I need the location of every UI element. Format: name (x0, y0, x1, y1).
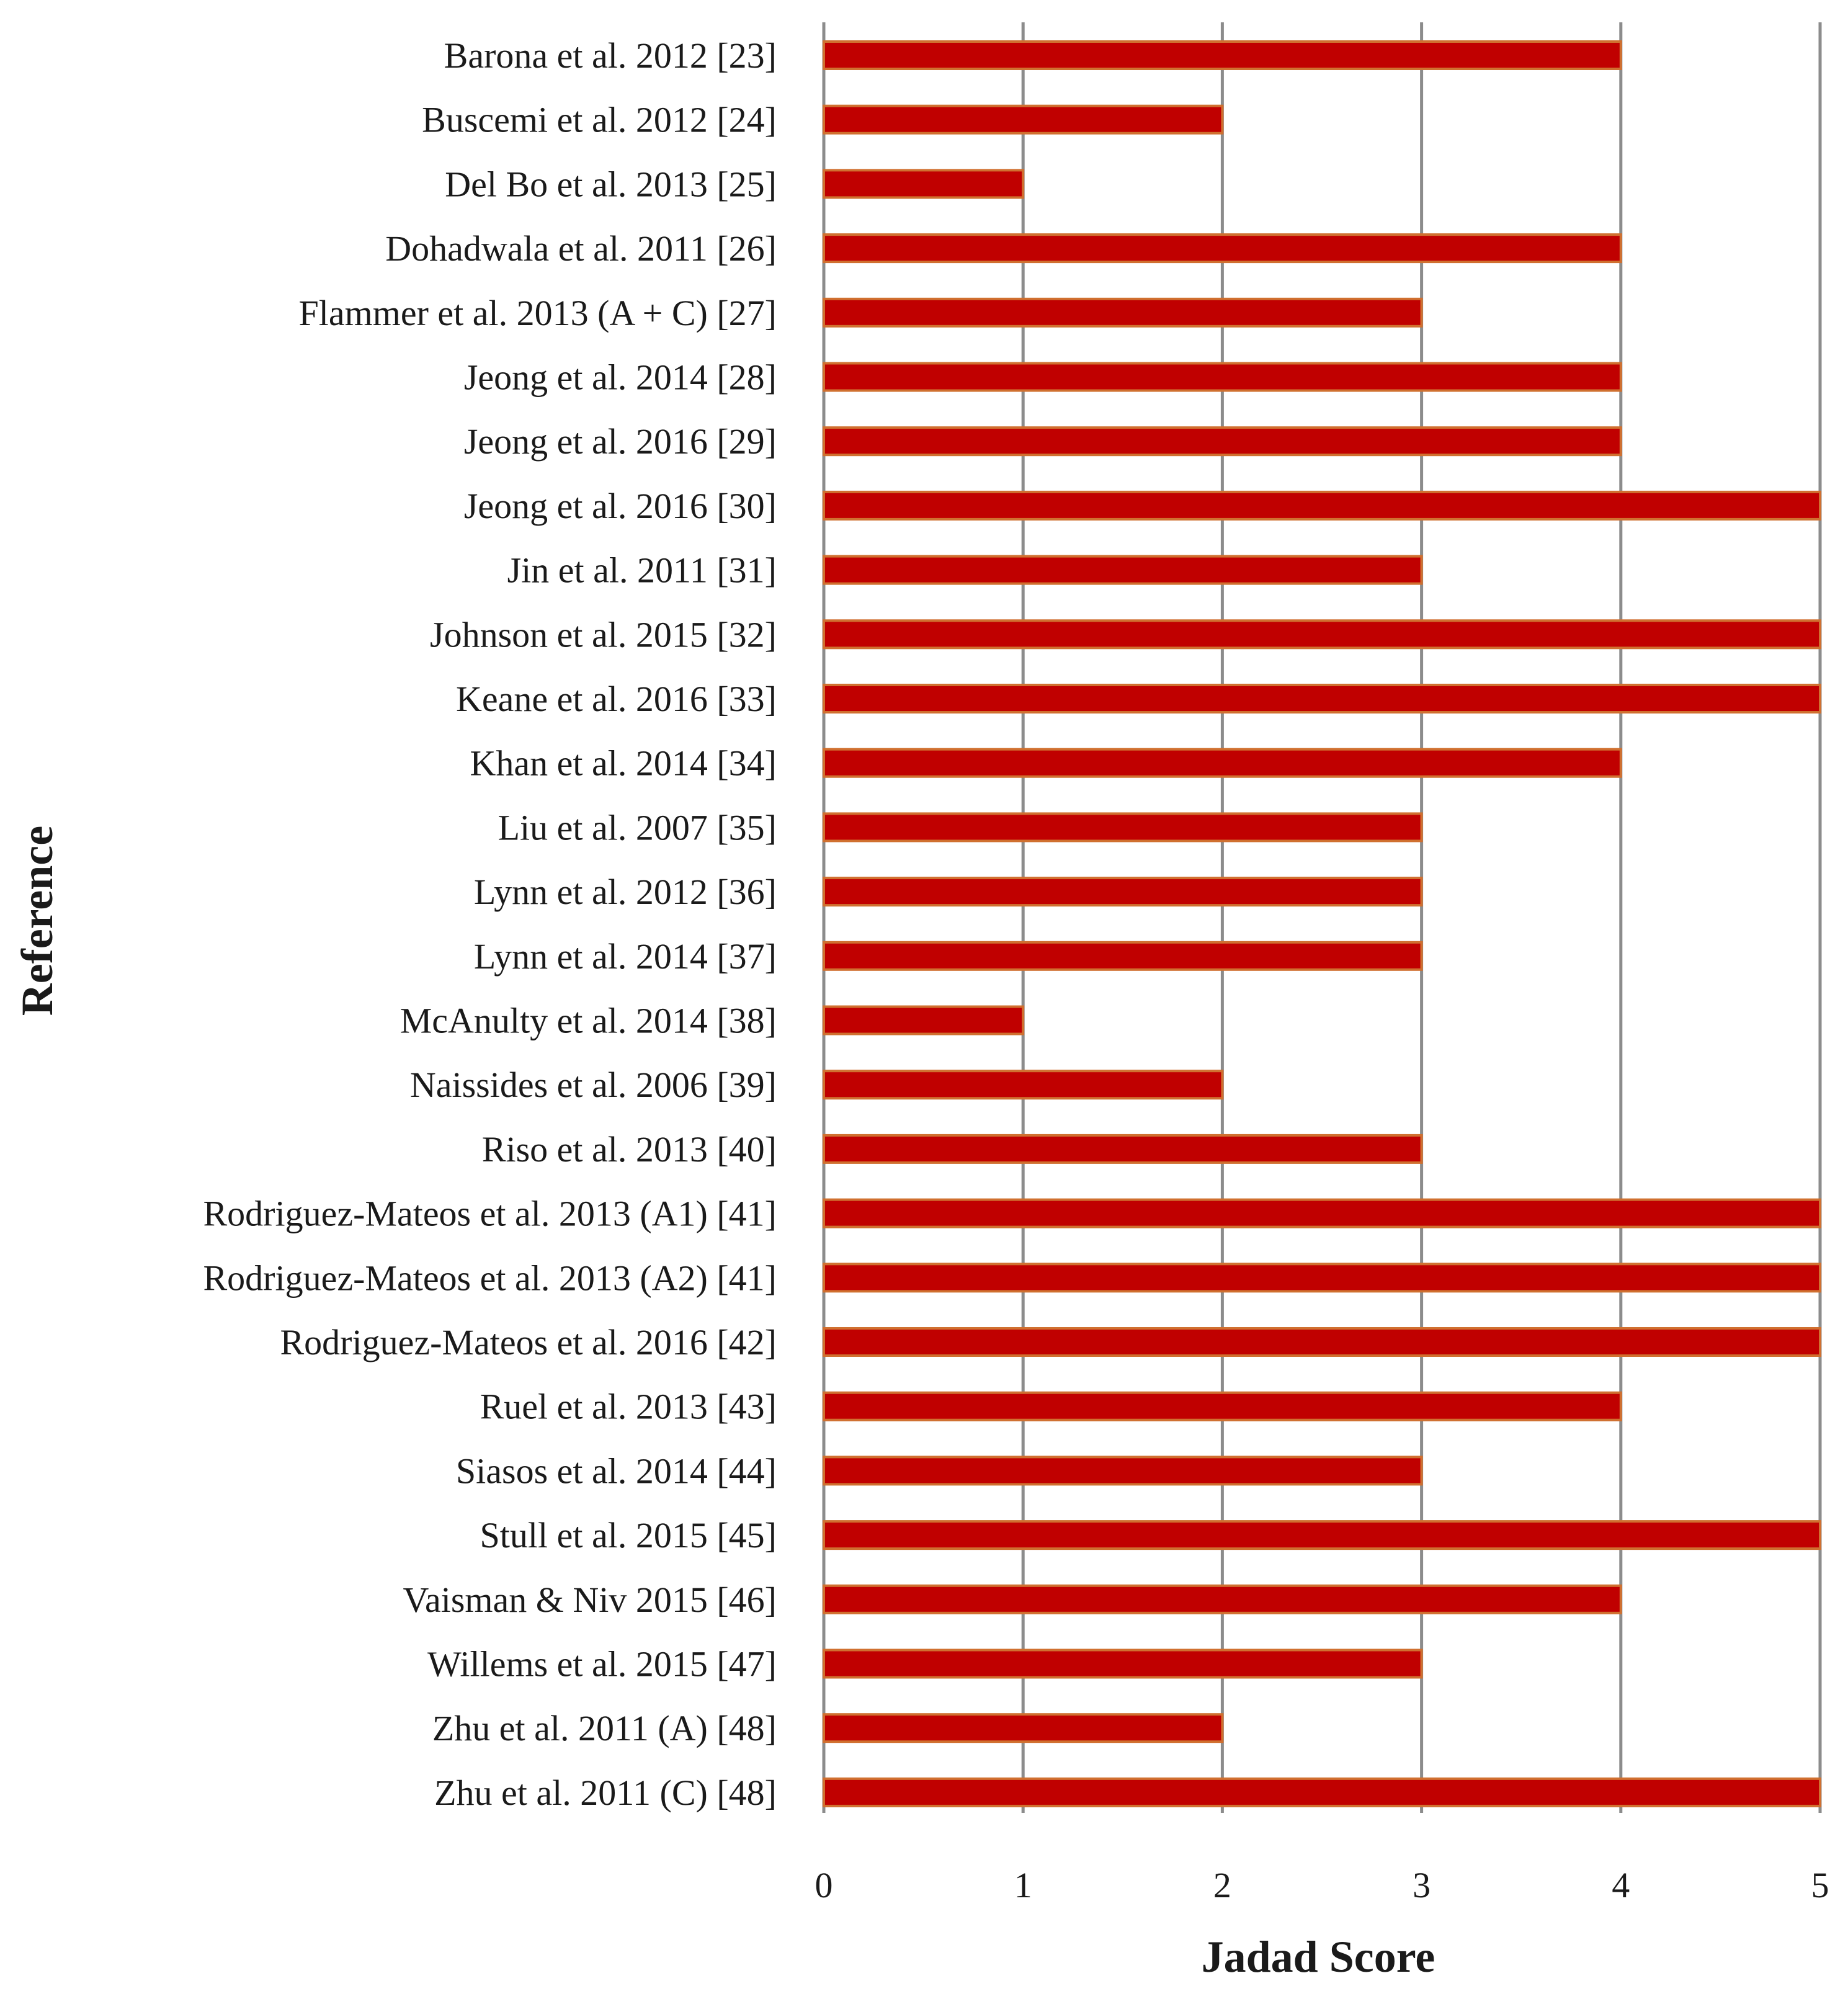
bar (823, 1456, 1423, 1486)
bar (823, 1263, 1821, 1293)
bar (823, 426, 1622, 457)
category-label: Jin et al. 2011 [31] (507, 550, 777, 591)
bar (823, 1584, 1622, 1614)
category-label: Keane et al. 2016 [33] (456, 679, 777, 719)
bars (823, 40, 1821, 1807)
category-label: Siasos et al. 2014 [44] (456, 1451, 777, 1491)
category-label: McAnulty et al. 2014 [38] (400, 1001, 777, 1041)
category-label: Jeong et al. 2016 [30] (464, 486, 777, 526)
bar (823, 812, 1423, 843)
bar (823, 1327, 1821, 1357)
category-label: Zhu et al. 2011 (C) [48] (434, 1773, 777, 1813)
bar (823, 104, 1224, 135)
bar (823, 1070, 1224, 1100)
bar (823, 1134, 1423, 1164)
x-tick-label: 4 (1612, 1865, 1630, 1905)
bar (823, 490, 1821, 521)
category-label: Liu et al. 2007 [35] (498, 807, 777, 848)
category-label: Del Bo et al. 2013 [25] (445, 164, 777, 204)
x-tick-label: 0 (815, 1865, 833, 1905)
x-tick-labels: 0 1 2 3 4 5 (815, 1865, 1829, 1905)
bar (823, 877, 1423, 907)
bar (823, 1713, 1224, 1743)
category-label: Khan et al. 2014 [34] (470, 743, 777, 784)
bar (823, 619, 1821, 650)
x-tick-label: 3 (1413, 1865, 1431, 1905)
category-label: Naissides et al. 2006 [39] (410, 1065, 777, 1105)
bar (823, 233, 1622, 264)
y-axis-title: Reference (12, 826, 62, 1016)
category-label: Rodriguez-Mateos et al. 2013 (A1) [41] (203, 1194, 777, 1234)
category-label: Lynn et al. 2014 [37] (474, 936, 777, 977)
x-tick-label: 2 (1213, 1865, 1231, 1905)
category-label: Willems et al. 2015 [47] (427, 1644, 777, 1684)
category-label: Ruel et al. 2013 [43] (480, 1387, 777, 1427)
category-label: Stull et al. 2015 [45] (480, 1515, 777, 1555)
bar (823, 297, 1423, 328)
x-tick-label: 1 (1014, 1865, 1032, 1905)
category-label: Barona et al. 2012 [23] (444, 35, 777, 76)
bar (823, 1520, 1821, 1550)
bar (823, 362, 1622, 392)
bar (823, 684, 1821, 713)
category-label: Rodriguez-Mateos et al. 2016 [42] (280, 1322, 777, 1362)
bar (823, 169, 1025, 199)
bar (823, 1198, 1821, 1228)
bar (823, 1777, 1821, 1807)
category-label: Vaisman & Niv 2015 [46] (403, 1580, 777, 1620)
bar (823, 1391, 1622, 1421)
category-label: Zhu et al. 2011 (A) [48] (432, 1708, 777, 1748)
category-label: Jeong et al. 2016 [29] (464, 421, 777, 462)
category-label: Johnson et al. 2015 [32] (430, 614, 777, 655)
bar (823, 555, 1423, 585)
category-label: Jeong et al. 2014 [28] (464, 357, 777, 398)
category-label: Lynn et al. 2012 [36] (474, 872, 777, 912)
bar (823, 748, 1622, 778)
category-label: Dohadwala et al. 2011 [26] (385, 228, 777, 269)
x-tick-label: 5 (1811, 1865, 1829, 1905)
category-label: Riso et al. 2013 [40] (482, 1129, 777, 1170)
category-label: Buscemi et al. 2012 [24] (422, 100, 777, 140)
bar (823, 941, 1423, 971)
category-labels: Barona et al. 2012 [23] Buscemi et al. 20… (203, 35, 777, 1813)
bar (823, 1648, 1423, 1679)
bar (823, 40, 1622, 70)
category-label: Flammer et al. 2013 (A + C) [27] (299, 293, 777, 333)
bar (823, 1005, 1025, 1036)
x-axis-title: Jadad Score (1202, 1932, 1435, 1982)
category-label: Rodriguez-Mateos et al. 2013 (A2) [41] (203, 1258, 777, 1298)
